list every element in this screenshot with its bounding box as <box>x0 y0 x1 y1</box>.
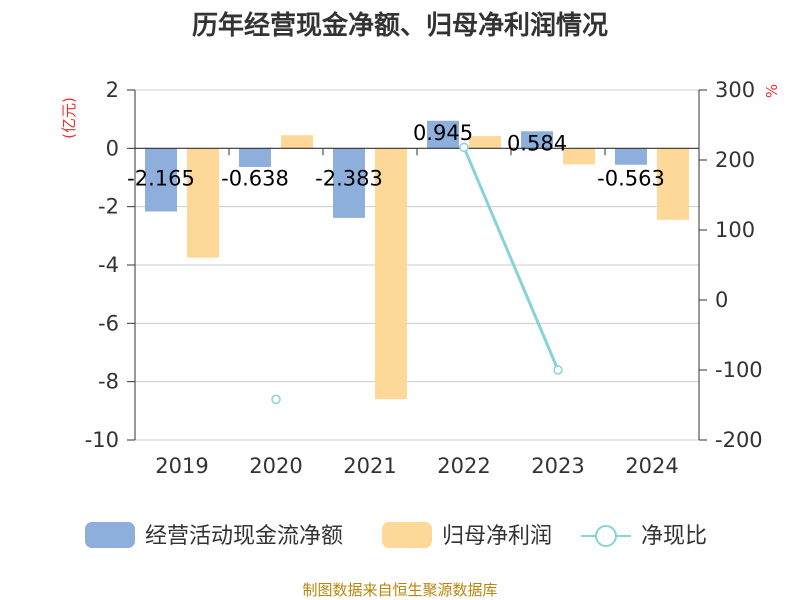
y-right-tick-label: -200 <box>715 428 763 452</box>
legend-label-ratio: 净现比 <box>641 524 707 549</box>
bar-netprofit <box>375 148 407 400</box>
source-note: 制图数据来自恒生聚源数据库 <box>302 581 497 599</box>
bar-cashflow <box>239 148 271 167</box>
bar-cashflow <box>615 148 647 165</box>
x-tick-label: 2021 <box>343 454 396 478</box>
y-left-unit-label: (亿元) <box>60 97 78 139</box>
data-label-cashflow: -2.383 <box>315 166 383 190</box>
data-label-cashflow: 0.584 <box>507 131 567 155</box>
y-left-tick-label: 2 <box>106 78 119 102</box>
legend-item-ratio[interactable]: 净现比 <box>581 524 707 549</box>
bar-cashflow <box>333 148 365 218</box>
y-left-tick-label: -4 <box>98 253 119 277</box>
ratio-line <box>271 142 563 405</box>
legend-swatch-cashflow <box>85 522 135 548</box>
x-tick-label: 2023 <box>531 454 584 478</box>
data-label-cashflow: -0.563 <box>597 166 665 190</box>
bar-netprofit <box>563 148 595 165</box>
x-tick-label: 2019 <box>155 454 208 478</box>
legend-item-netprofit[interactable]: 归母净利润 <box>382 522 552 549</box>
legend-label-netprofit: 归母净利润 <box>442 524 552 549</box>
bar-netprofit <box>469 136 501 149</box>
x-tick-label: 2024 <box>625 454 678 478</box>
y-left-tick-label: -2 <box>98 195 119 219</box>
legend-item-cashflow[interactable]: 经营活动现金流净额 <box>85 522 343 549</box>
legend: 经营活动现金流净额 归母净利润 净现比 <box>85 522 707 549</box>
bar-cashflow <box>427 120 459 149</box>
chart-title: 历年经营现金净额、归母净利润情况 <box>192 10 608 41</box>
y-left-tick-label: -6 <box>98 311 119 335</box>
y-left-tick-label: 0 <box>106 136 119 160</box>
legend-swatch-netprofit <box>382 522 432 548</box>
ratio-point[interactable] <box>553 365 563 375</box>
gridlines <box>135 89 699 441</box>
data-labels: -2.165 -0.638 -2.383 0.945 0.584 -0.563 <box>127 121 665 191</box>
y-right-tick-label: 200 <box>715 148 755 172</box>
y-right-tick-label: 100 <box>715 218 755 242</box>
y-left-tick-label: -8 <box>98 370 119 394</box>
ratio-point[interactable] <box>459 142 469 153</box>
y-right-tick-label: 300 <box>715 78 755 102</box>
x-tick-label: 2022 <box>437 454 490 478</box>
bar-netprofit <box>187 148 219 258</box>
axes: 2 0 -2 -4 -6 -8 -10 300 200 100 0 -100 -200 2019 2020 2… <box>85 78 763 478</box>
bar-netprofit <box>281 135 313 149</box>
data-label-cashflow: -2.165 <box>127 166 195 190</box>
y-right-tick-label: 0 <box>715 288 728 312</box>
y-right-unit-label: % <box>763 84 781 98</box>
data-label-cashflow: 0.945 <box>413 121 473 145</box>
bar-cashflow <box>521 131 553 149</box>
data-label-cashflow: -0.638 <box>221 166 289 190</box>
bar-cashflow <box>145 148 177 212</box>
bars <box>145 120 689 400</box>
ratio-point[interactable] <box>271 394 281 405</box>
legend-label-cashflow: 经营活动现金流净额 <box>145 524 343 549</box>
y-right-tick-label: -100 <box>715 358 763 382</box>
bar-netprofit <box>657 148 689 220</box>
legend-marker-ratio <box>595 525 617 547</box>
x-tick-label: 2020 <box>249 454 302 478</box>
ratio-line-segment <box>462 146 560 371</box>
y-left-tick-label: -10 <box>85 428 119 452</box>
